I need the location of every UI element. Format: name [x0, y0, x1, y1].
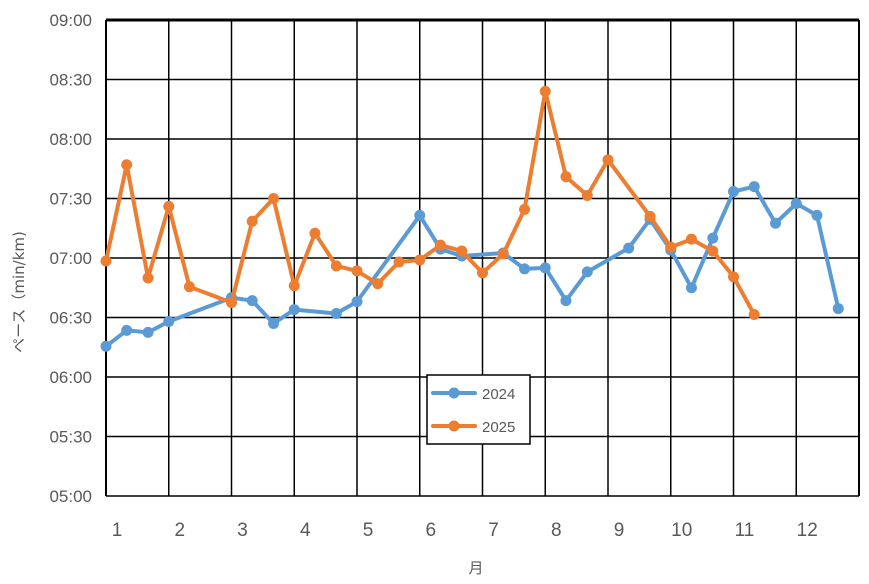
y-tick-label: 05:00 [49, 487, 92, 506]
data-point-2025 [707, 245, 719, 257]
data-point-2025 [728, 271, 739, 283]
y-tick-label: 06:00 [49, 368, 92, 387]
legend-label-2024: 2024 [482, 386, 515, 403]
data-point-2025 [163, 200, 175, 212]
data-point-2024 [790, 197, 802, 209]
data-point-2025 [142, 272, 154, 284]
data-point-2025 [372, 278, 384, 290]
data-point-2024 [560, 295, 572, 307]
data-point-2025 [309, 227, 321, 239]
x-tick-label: 5 [363, 520, 374, 541]
series-line-2025 [104, 89, 757, 317]
data-point-2024 [581, 266, 593, 278]
data-point-2025 [456, 245, 468, 257]
data-point-2025 [330, 260, 342, 272]
data-point-2025 [226, 297, 237, 309]
data-point-2025 [121, 159, 133, 171]
x-tick-label: 12 [797, 520, 818, 541]
legend: 2024 2025 [426, 374, 531, 445]
data-point-2024 [288, 304, 300, 316]
y-tick-label: 08:00 [49, 130, 92, 149]
x-tick-label: 10 [671, 520, 692, 541]
data-point-2025 [539, 85, 551, 97]
x-tick-label: 8 [551, 520, 562, 541]
legend-box [426, 374, 531, 445]
data-point-2025 [351, 265, 363, 277]
data-point-2025 [477, 267, 488, 279]
legend-label-2025: 2025 [482, 419, 515, 436]
series-2025 [100, 85, 760, 321]
data-point-2024 [623, 242, 635, 254]
data-point-2024 [770, 217, 782, 229]
data-point-2024 [163, 315, 175, 327]
legend-marker-2024 [448, 387, 460, 399]
x-tick-label: 11 [735, 520, 755, 541]
data-point-2025 [560, 171, 572, 183]
series-group [100, 85, 844, 352]
x-tick-label: 4 [300, 520, 311, 541]
data-point-2025 [288, 280, 300, 292]
data-point-2025 [748, 309, 760, 321]
data-point-2025 [644, 210, 656, 222]
data-point-2025 [602, 154, 614, 166]
data-point-2025 [268, 193, 280, 204]
data-point-2024 [351, 296, 363, 308]
data-point-2025 [393, 256, 405, 268]
data-point-2024 [748, 181, 760, 193]
data-point-2024 [142, 326, 154, 338]
y-tick-label: 09:00 [49, 11, 92, 30]
data-point-2025 [434, 239, 446, 251]
y-tick-label: 07:30 [49, 190, 92, 209]
data-point-2024 [539, 262, 551, 274]
data-point-2025 [183, 281, 195, 293]
data-point-2024 [685, 282, 697, 294]
x-tick-label: 1 [112, 520, 123, 541]
data-point-2024 [832, 303, 844, 315]
data-point-2024 [519, 263, 531, 275]
y-tick-label: 07:00 [49, 249, 92, 268]
data-point-2024 [728, 186, 739, 198]
data-point-2025 [246, 215, 258, 227]
y-tick-label: 05:30 [49, 428, 92, 447]
data-point-2024 [811, 209, 823, 221]
legend-marker-2025 [448, 420, 460, 432]
y-tick-label: 08:30 [49, 71, 92, 90]
x-axis-title: 月 [468, 559, 483, 577]
y-tick-label: 06:30 [49, 309, 92, 328]
data-point-2025 [581, 190, 593, 202]
x-tick-label: 9 [614, 520, 625, 541]
data-point-2025 [665, 241, 677, 253]
y-axis-title: ペース（min/km) [10, 231, 28, 353]
data-point-2024 [268, 317, 280, 329]
data-point-2025 [414, 254, 426, 266]
data-point-2025 [497, 248, 509, 260]
y-axis-ticks: 05:00 05:30 06:00 06:30 07:00 07:30 08:00 08:30… [49, 11, 92, 506]
data-point-2024 [246, 295, 258, 307]
data-point-2024 [414, 209, 426, 221]
series-2024 [100, 181, 844, 352]
data-point-2024 [707, 232, 719, 244]
x-tick-label: 2 [174, 520, 185, 541]
data-point-2025 [685, 233, 697, 245]
x-axis-ticks: 1 2 3 4 5 6 7 8 9 10 11 12 [112, 520, 818, 541]
x-tick-label: 6 [425, 520, 436, 541]
data-point-2025 [100, 255, 112, 267]
data-point-2024 [100, 340, 112, 352]
data-point-2024 [121, 324, 133, 336]
x-tick-label: 7 [488, 520, 499, 541]
data-point-2025 [519, 203, 531, 215]
data-point-2024 [330, 308, 342, 320]
x-tick-label: 3 [237, 520, 248, 541]
